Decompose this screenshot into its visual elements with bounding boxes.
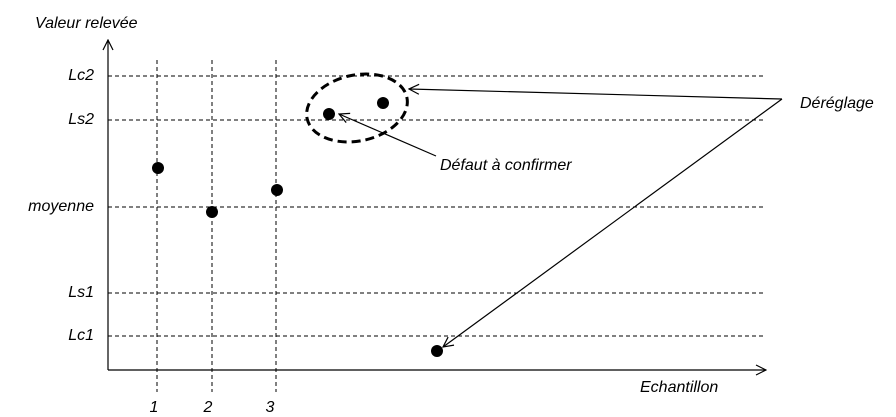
point bbox=[152, 162, 164, 174]
sample-label: 3 bbox=[266, 399, 275, 416]
annotation: Déréglage bbox=[800, 95, 874, 112]
point bbox=[377, 97, 389, 109]
level-label: moyenne bbox=[28, 198, 94, 215]
point bbox=[323, 108, 335, 120]
sample-lines bbox=[156, 60, 277, 392]
sample-label: 2 bbox=[203, 399, 213, 416]
level-labels: Lc2 Ls2 moyenne Ls1 Lc1 bbox=[28, 67, 94, 344]
highlight-ellipse bbox=[305, 72, 409, 144]
arrow bbox=[443, 98, 783, 347]
level-label: Ls1 bbox=[68, 284, 94, 301]
annotation: Défaut à confirmer bbox=[440, 157, 572, 174]
arrow bbox=[339, 114, 437, 157]
point bbox=[271, 184, 283, 196]
level-label: Lc1 bbox=[68, 327, 94, 344]
level-lines bbox=[108, 75, 765, 337]
x-axis-label: Echantillon bbox=[640, 379, 718, 396]
point bbox=[206, 206, 218, 218]
y-axis-label: Valeur relevée bbox=[35, 15, 138, 32]
points bbox=[152, 97, 443, 357]
sample-label: 1 bbox=[150, 399, 159, 416]
level-label: Lc2 bbox=[68, 67, 94, 84]
point bbox=[431, 345, 443, 357]
arrow bbox=[409, 89, 783, 100]
level-label: Ls2 bbox=[68, 111, 94, 128]
